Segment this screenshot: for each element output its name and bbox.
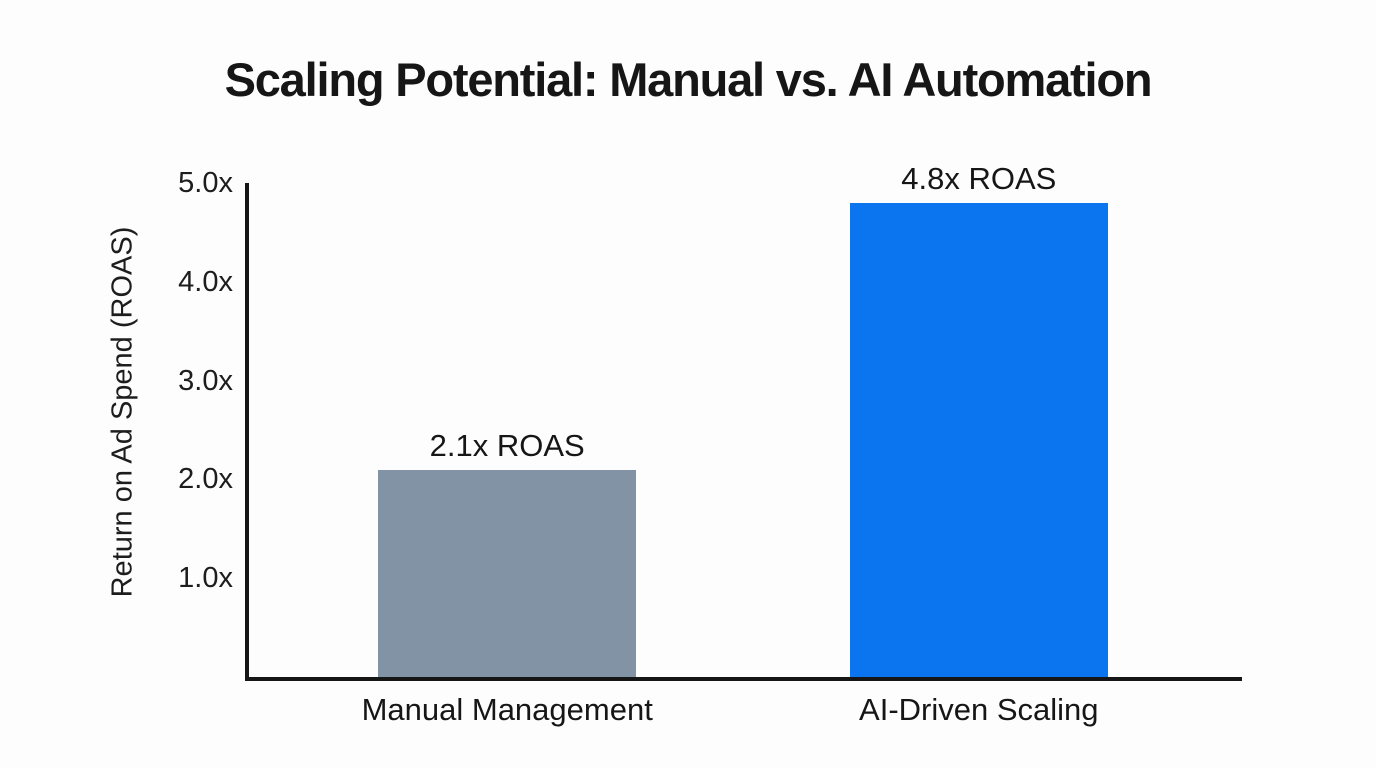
bar-manual-management [378,469,637,677]
y-tick-label: 1.0x [178,562,233,595]
x-category-label-manual-management: Manual Management [361,692,653,727]
y-tick-label: 3.0x [178,364,233,397]
x-category-label-ai-driven-scaling: AI-Driven Scaling [859,692,1099,727]
bar-ai-driven-scaling [849,202,1108,677]
chart-title: Scaling Potential: Manual vs. AI Automat… [224,53,1153,106]
y-tick-label: 2.0x [178,463,233,496]
bar-value-label-manual-management: 2.1x ROAS [429,427,585,463]
y-axis-line [245,183,249,681]
y-tick-label: 5.0x [178,167,233,199]
bar-value-label-ai-driven-scaling: 4.8x ROAS [901,160,1057,196]
x-axis-line [245,677,1242,681]
y-tick-label: 4.0x [178,265,233,298]
